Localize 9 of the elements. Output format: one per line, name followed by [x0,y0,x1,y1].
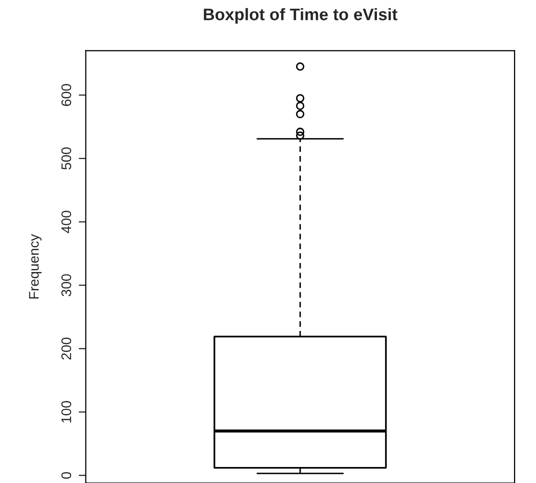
y-tick-label: 600 [61,84,72,106]
y-tick-label: 300 [61,274,72,296]
y-tick-label: 500 [61,147,72,170]
chart-title: Boxplot of Time to eVisit [204,8,398,24]
y-tick-label: 0 [61,472,72,479]
y-axis-title: Frequency [29,234,42,299]
y-tick-label: 200 [61,338,72,360]
y-tick-label: 400 [61,210,72,234]
y-tick-label: 100 [61,400,72,423]
